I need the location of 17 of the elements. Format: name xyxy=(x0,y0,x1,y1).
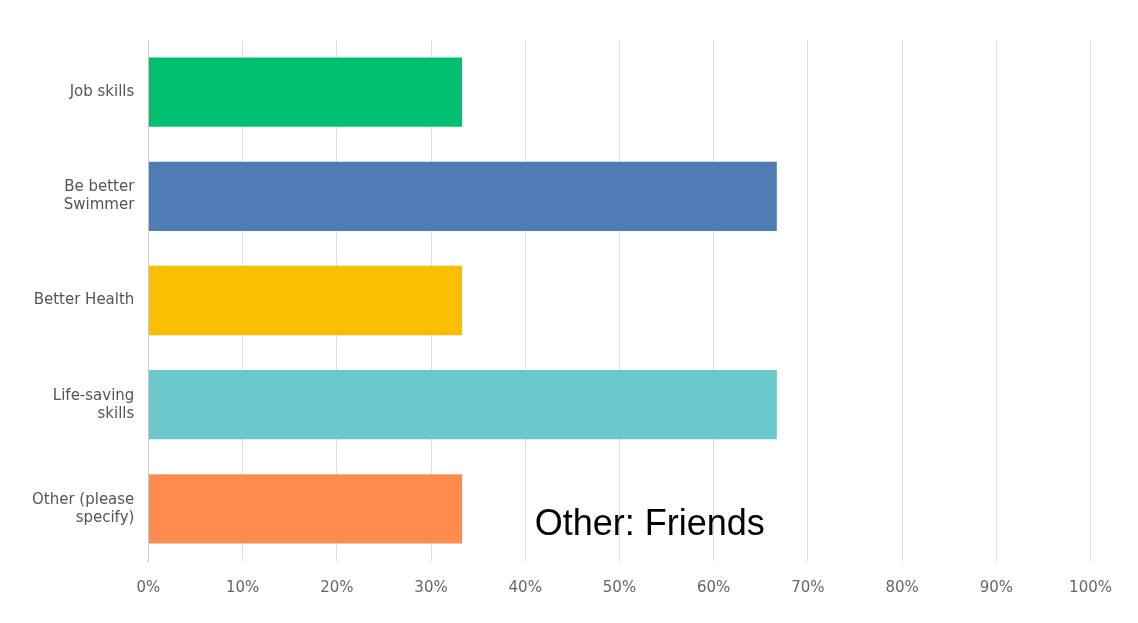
x-tick-label: 100% xyxy=(1069,577,1112,596)
y-tick-label: Other (please specify) xyxy=(31,489,135,526)
x-tick-label: 20% xyxy=(320,577,354,596)
x-tick-label: 80% xyxy=(885,577,919,596)
x-tick-label: 60% xyxy=(697,577,731,596)
x-tick-label: 40% xyxy=(508,577,542,596)
x-tick-label: 70% xyxy=(791,577,825,596)
y-tick-label: Job skills xyxy=(68,81,135,100)
annotation: Other: Friends xyxy=(534,501,765,543)
x-tick-label: 10% xyxy=(225,577,260,596)
y-tick-label: Life-saving skills xyxy=(52,385,135,422)
x-tick-label: 90% xyxy=(979,577,1014,596)
x-tick-label: 30% xyxy=(414,577,448,596)
x-tick-label: 50% xyxy=(602,577,637,596)
y-tick-label: Better Health xyxy=(33,290,135,309)
x-tick-label: 0% xyxy=(136,577,161,596)
y-tick-label: Be better Swimmer xyxy=(63,177,136,214)
